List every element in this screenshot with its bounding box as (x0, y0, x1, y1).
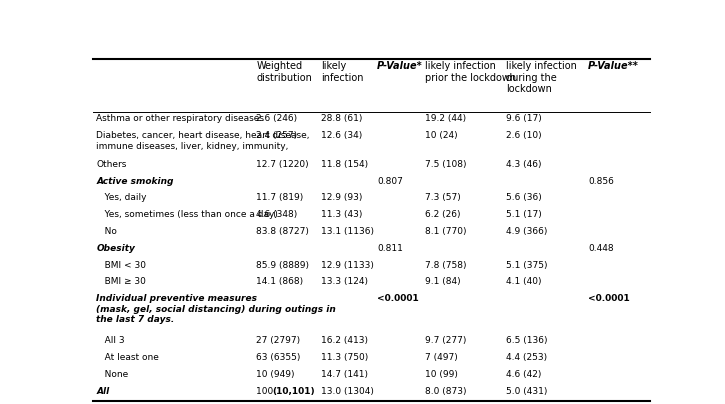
Text: 11.8 (154): 11.8 (154) (321, 160, 368, 169)
Text: Diabetes, cancer, heart disease, heart disease,
immune diseases, liver, kidney, : Diabetes, cancer, heart disease, heart d… (96, 131, 310, 151)
Text: 8.1 (770): 8.1 (770) (425, 227, 466, 236)
Text: 100: 100 (257, 387, 276, 396)
Text: 13.0 (1304): 13.0 (1304) (321, 387, 374, 396)
Text: 5.1 (375): 5.1 (375) (506, 261, 548, 269)
Text: 0.807: 0.807 (377, 177, 403, 186)
Text: BMI ≥ 30: BMI ≥ 30 (96, 278, 146, 286)
Text: 63 (6355): 63 (6355) (257, 353, 301, 362)
Text: 11.7 (819): 11.7 (819) (257, 194, 304, 202)
Text: Obesity: Obesity (96, 244, 135, 253)
Text: likely
infection: likely infection (321, 61, 363, 82)
Text: 7.8 (758): 7.8 (758) (425, 261, 466, 269)
Text: 12.9 (1133): 12.9 (1133) (321, 261, 374, 269)
Text: All 3: All 3 (96, 336, 125, 345)
Text: 4.6 (42): 4.6 (42) (506, 370, 542, 379)
Text: 6.5 (136): 6.5 (136) (506, 336, 548, 345)
Text: Individual preventive measures
(mask, gel, social distancing) during outings in
: Individual preventive measures (mask, ge… (96, 294, 336, 324)
Text: 85.9 (8889): 85.9 (8889) (257, 261, 310, 269)
Text: 0.856: 0.856 (588, 177, 614, 186)
Text: (10,101): (10,101) (272, 387, 315, 396)
Text: 10 (24): 10 (24) (425, 131, 457, 140)
Text: BMI < 30: BMI < 30 (96, 261, 146, 269)
Text: 5.1 (17): 5.1 (17) (506, 210, 542, 219)
Text: 12.6 (34): 12.6 (34) (321, 131, 362, 140)
Text: likely infection
prior the lockdown: likely infection prior the lockdown (425, 61, 516, 82)
Text: Active smoking: Active smoking (96, 177, 174, 186)
Text: 0.448: 0.448 (588, 244, 613, 253)
Text: 0.811: 0.811 (377, 244, 403, 253)
Text: Others: Others (96, 160, 127, 169)
Text: 5.6 (36): 5.6 (36) (506, 194, 542, 202)
Text: Yes, sometimes (less than once a day): Yes, sometimes (less than once a day) (96, 210, 278, 219)
Text: 27 (2797): 27 (2797) (257, 336, 300, 345)
Text: 9.1 (84): 9.1 (84) (425, 278, 460, 286)
Text: <0.0001: <0.0001 (588, 294, 629, 303)
Text: Yes, daily: Yes, daily (96, 194, 146, 202)
Text: 2.6 (246): 2.6 (246) (257, 114, 297, 124)
Text: 11.3 (43): 11.3 (43) (321, 210, 362, 219)
Text: likely infection
during the
lockdown: likely infection during the lockdown (506, 61, 577, 94)
Text: 9.6 (17): 9.6 (17) (506, 114, 542, 124)
Text: 12.9 (93): 12.9 (93) (321, 194, 362, 202)
Text: P-Value*: P-Value* (377, 61, 423, 71)
Text: 13.1 (1136): 13.1 (1136) (321, 227, 374, 236)
Text: 4.1 (40): 4.1 (40) (506, 278, 542, 286)
Text: At least one: At least one (96, 353, 159, 362)
Text: 14.7 (141): 14.7 (141) (321, 370, 368, 379)
Text: P-Value**: P-Value** (588, 61, 639, 71)
Text: 4.6 (348): 4.6 (348) (257, 210, 298, 219)
Text: 5.0 (431): 5.0 (431) (506, 387, 548, 396)
Text: 14.1 (868): 14.1 (868) (257, 278, 304, 286)
Text: 83.8 (8727): 83.8 (8727) (257, 227, 310, 236)
Text: 13.3 (124): 13.3 (124) (321, 278, 368, 286)
Text: 10 (99): 10 (99) (425, 370, 457, 379)
Text: <0.0001: <0.0001 (377, 294, 419, 303)
Text: 28.8 (61): 28.8 (61) (321, 114, 362, 124)
Text: 6.2 (26): 6.2 (26) (425, 210, 460, 219)
Text: 10 (949): 10 (949) (257, 370, 295, 379)
Text: None: None (96, 370, 128, 379)
Text: 4.3 (46): 4.3 (46) (506, 160, 542, 169)
Text: 7.5 (108): 7.5 (108) (425, 160, 466, 169)
Text: Asthma or other respiratory diseases: Asthma or other respiratory diseases (96, 114, 264, 124)
Text: 12.7 (1220): 12.7 (1220) (257, 160, 309, 169)
Text: Weighted
distribution: Weighted distribution (257, 61, 312, 82)
Text: No: No (96, 227, 117, 236)
Text: 19.2 (44): 19.2 (44) (425, 114, 466, 124)
Text: 9.7 (277): 9.7 (277) (425, 336, 466, 345)
Text: 8.0 (873): 8.0 (873) (425, 387, 466, 396)
Text: 7 (497): 7 (497) (425, 353, 457, 362)
Text: All: All (96, 387, 109, 396)
Text: 2.4 (257): 2.4 (257) (257, 131, 297, 140)
Text: 2.6 (10): 2.6 (10) (506, 131, 542, 140)
Text: 11.3 (750): 11.3 (750) (321, 353, 368, 362)
Text: 16.2 (413): 16.2 (413) (321, 336, 368, 345)
Text: 4.9 (366): 4.9 (366) (506, 227, 548, 236)
Text: 4.4 (253): 4.4 (253) (506, 353, 547, 362)
Text: 7.3 (57): 7.3 (57) (425, 194, 460, 202)
